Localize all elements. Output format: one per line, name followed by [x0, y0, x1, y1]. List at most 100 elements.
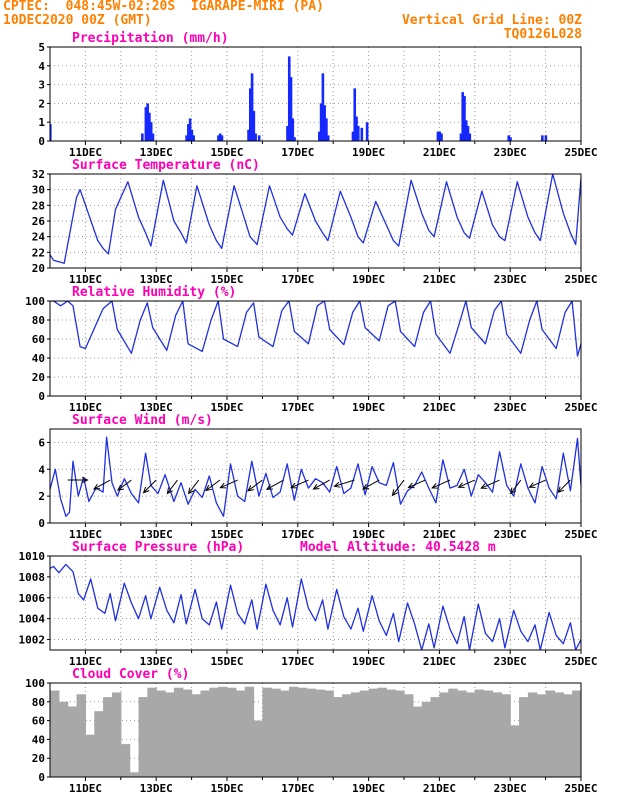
- y-tick-label: 1002: [19, 634, 46, 647]
- precip-bar: [326, 135, 330, 141]
- precip-bar: [254, 133, 257, 141]
- wind-arrow: [557, 479, 571, 493]
- x-tick-label: 23DEC: [494, 782, 527, 795]
- cloud-bar: [147, 687, 157, 777]
- cloud-bar: [448, 688, 458, 777]
- precip-bar: [50, 124, 52, 141]
- y-tick-label: 0: [38, 771, 45, 784]
- cloud-bar: [227, 687, 237, 777]
- temperature-title: Surface Temperature (nC): [72, 158, 260, 173]
- x-tick-label: 19DEC: [352, 655, 385, 668]
- precip-bar: [438, 131, 441, 141]
- wind-arrow-head: [480, 483, 488, 489]
- wind-arrow: [93, 479, 111, 490]
- cloud-bar: [315, 689, 325, 777]
- x-tick-label: 25DEC: [564, 273, 597, 286]
- wind-arrow-head: [510, 487, 517, 495]
- wind-arrow: [334, 479, 355, 487]
- cloud-bar: [50, 690, 60, 777]
- temperature-line: [50, 174, 581, 264]
- precip-bar: [323, 105, 326, 141]
- y-tick-label: 2: [38, 97, 45, 110]
- cloud-bar: [474, 689, 485, 777]
- wind-arrow: [117, 479, 132, 491]
- cloud-bar: [368, 688, 379, 777]
- precip-bar: [351, 131, 355, 141]
- x-tick-label: 13DEC: [140, 782, 173, 795]
- y-tick-label: 1006: [19, 592, 46, 605]
- precip-bar: [141, 133, 144, 141]
- x-tick-label: 21DEC: [423, 401, 456, 414]
- precip-bar: [218, 133, 222, 141]
- precip-bar: [146, 103, 149, 141]
- cloud-bar: [386, 689, 396, 777]
- cloud-bar: [165, 692, 175, 777]
- y-tick-label: 4: [38, 463, 45, 476]
- plot-area: [50, 301, 581, 357]
- x-tick-label: 11DEC: [69, 782, 102, 795]
- cloud-bar: [94, 711, 104, 777]
- cloud-bar: [209, 687, 219, 777]
- cloud-bar: [244, 686, 255, 777]
- precip-bar: [293, 137, 296, 141]
- cloud-bar: [412, 706, 423, 777]
- cloud-bar: [129, 772, 140, 777]
- wind-arrow: [510, 479, 522, 494]
- cloud-bar: [510, 725, 520, 777]
- model-altitude: Model Altitude: 40.5428 m: [300, 540, 496, 555]
- wind-arrow-head: [312, 483, 320, 490]
- wind-arrow-head: [407, 482, 415, 489]
- cloud-bar: [554, 692, 564, 777]
- precip-bar: [220, 135, 224, 141]
- cloud-bar: [457, 690, 467, 777]
- cloud-bar: [173, 687, 184, 777]
- precip-bar: [185, 135, 188, 141]
- x-tick-label: 25DEC: [564, 528, 597, 541]
- wind-arrow: [481, 479, 500, 489]
- y-tick-label: 1: [38, 116, 45, 129]
- cloud-bar: [527, 692, 538, 777]
- wind-arrow: [313, 479, 330, 490]
- model-id: TQ0126L028: [503, 27, 582, 42]
- x-tick-label: 15DEC: [210, 528, 243, 541]
- cloud-bar: [288, 686, 299, 777]
- wind-arrow-head: [142, 486, 150, 494]
- panel-frame: [49, 46, 582, 142]
- precip-bar: [356, 125, 360, 141]
- humidity-line: [50, 301, 581, 357]
- x-tick-label: 23DEC: [494, 401, 527, 414]
- wind-arrow: [431, 479, 451, 489]
- wind-arrow: [247, 479, 263, 492]
- wind-arrow-head: [81, 476, 89, 484]
- x-tick-label: 17DEC: [281, 528, 314, 541]
- run-date: 10DEC2020 00Z (GMT): [3, 13, 152, 28]
- y-tick-label: 1010: [19, 550, 46, 563]
- x-tick-label: 11DEC: [69, 655, 102, 668]
- cloud-bar: [572, 690, 581, 777]
- cloud-bar: [280, 690, 290, 777]
- plot-area: [50, 174, 581, 264]
- y-tick-label: 22: [32, 246, 45, 259]
- y-tick-label: 1008: [19, 571, 46, 584]
- precip-bar: [190, 129, 194, 141]
- cloud-bar: [297, 687, 308, 777]
- precip-bar: [289, 77, 293, 141]
- y-tick-label: 26: [32, 215, 46, 228]
- wind-arrow: [408, 479, 426, 488]
- y-tick-label: 30: [32, 184, 45, 197]
- x-tick-label: 19DEC: [352, 401, 385, 414]
- precip-bar: [287, 56, 291, 141]
- precip-bar: [188, 118, 192, 141]
- x-tick-label: 15DEC: [210, 401, 243, 414]
- precip-bar: [365, 122, 369, 141]
- y-tick-label: 0: [38, 517, 45, 530]
- cloud-bar: [350, 692, 361, 777]
- panel-humidity: 0 20 40 60 80 100 11DEC 13DEC 15DEC 17DEC 19DEC 21D…: [25, 285, 597, 414]
- x-tick-label: 21DEC: [423, 273, 456, 286]
- precip-bar: [541, 135, 544, 141]
- y-tick-label: 20: [32, 752, 45, 765]
- cloud-bar: [421, 701, 432, 777]
- panel-pressure: 1002 1004 1006 1008 1010 11DEC 13DEC 15DEC 17DEC…: [19, 540, 598, 668]
- precip-bar: [250, 73, 254, 141]
- grid-line-note: Vertical Grid Line: 00Z: [401, 13, 582, 28]
